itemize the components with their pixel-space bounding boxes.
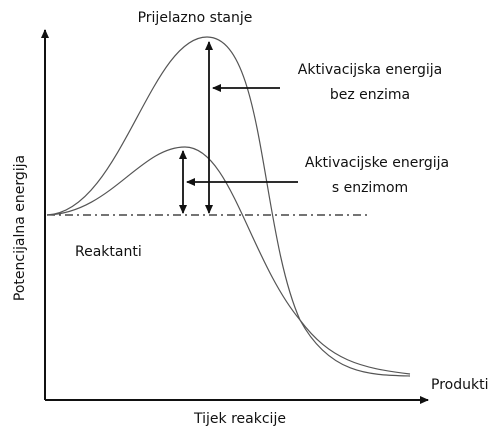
title: Prijelazno stanje	[138, 10, 253, 26]
reactants-label: Reaktanti	[75, 244, 142, 260]
curve-with-enzyme	[46, 146, 411, 375]
y-axis-label: Potencijalna energija	[12, 155, 28, 301]
x-axis-label: Tijek reakcije	[193, 411, 286, 427]
annotation: bez enzima	[330, 87, 410, 103]
curve-without-enzyme	[46, 36, 411, 377]
annotation: Aktivacijske energija	[305, 155, 449, 171]
products-label: Produkti	[431, 377, 488, 393]
annotation: Aktivacijska energija	[298, 62, 442, 78]
annotation: s enzimom	[332, 180, 408, 196]
